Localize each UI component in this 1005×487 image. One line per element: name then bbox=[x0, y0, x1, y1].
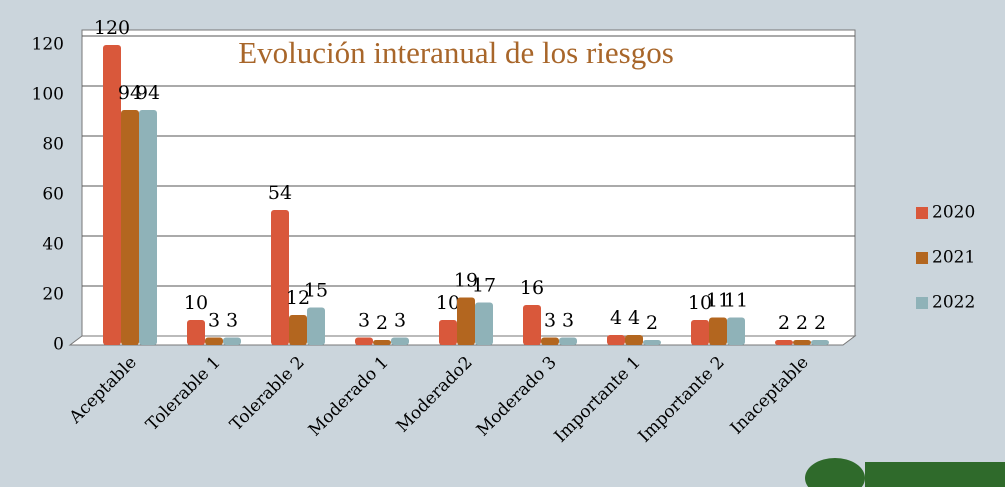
bar bbox=[475, 302, 493, 345]
data-label: 15 bbox=[304, 280, 328, 302]
data-label: 4 bbox=[610, 307, 622, 329]
data-label: 3 bbox=[358, 310, 370, 332]
bar bbox=[187, 320, 205, 345]
data-label: 54 bbox=[268, 182, 292, 204]
data-label: 120 bbox=[94, 17, 130, 39]
data-label: 2 bbox=[778, 312, 790, 334]
bar bbox=[307, 307, 325, 345]
bar bbox=[709, 317, 727, 345]
legend-swatch bbox=[916, 207, 928, 219]
data-label: 3 bbox=[562, 310, 574, 332]
bar bbox=[541, 337, 559, 345]
legend-label: 2021 bbox=[932, 248, 975, 268]
data-label: 2 bbox=[376, 312, 388, 334]
bar bbox=[625, 335, 643, 345]
data-label: 3 bbox=[226, 310, 238, 332]
bar bbox=[643, 340, 661, 345]
data-label: 17 bbox=[472, 275, 496, 297]
legend-swatch bbox=[916, 252, 928, 264]
bar bbox=[691, 320, 709, 345]
chart-title: Evolución interanual de los riesgos bbox=[238, 35, 674, 70]
data-label: 2 bbox=[796, 312, 808, 334]
y-tick-label: 40 bbox=[42, 235, 64, 255]
bar bbox=[727, 317, 745, 345]
bar bbox=[391, 337, 409, 345]
data-label: 94 bbox=[118, 82, 142, 104]
data-label: 2 bbox=[814, 312, 826, 334]
y-tick-label: 80 bbox=[42, 135, 64, 155]
y-tick-label: 60 bbox=[42, 185, 64, 205]
plot-area bbox=[81, 29, 856, 337]
bar bbox=[205, 337, 223, 345]
bar bbox=[775, 340, 793, 345]
legend-label: 2022 bbox=[932, 293, 975, 313]
bar bbox=[457, 297, 475, 345]
data-label: 94 bbox=[136, 82, 160, 104]
data-label: 4 bbox=[628, 307, 640, 329]
bar bbox=[793, 340, 811, 345]
bar bbox=[607, 335, 625, 345]
data-label: 11 bbox=[724, 290, 748, 312]
legend-swatch bbox=[916, 297, 928, 309]
y-tick-label: 0 bbox=[53, 335, 64, 355]
bar bbox=[121, 110, 139, 345]
data-label: 10 bbox=[436, 292, 460, 314]
data-label: 3 bbox=[544, 310, 556, 332]
data-label: 19 bbox=[454, 270, 478, 292]
bar bbox=[223, 337, 241, 345]
data-label: 3 bbox=[394, 310, 406, 332]
data-label: 2 bbox=[646, 312, 658, 334]
bar bbox=[559, 337, 577, 345]
bar bbox=[103, 45, 121, 345]
bar bbox=[355, 337, 373, 345]
bar bbox=[439, 320, 457, 345]
y-tick-label: 20 bbox=[42, 285, 64, 305]
y-tick-label: 100 bbox=[32, 85, 64, 105]
data-label: 12 bbox=[286, 287, 310, 309]
data-label: 10 bbox=[688, 292, 712, 314]
bar bbox=[289, 315, 307, 345]
y-tick-label: 120 bbox=[32, 35, 64, 55]
bar bbox=[523, 305, 541, 345]
bar bbox=[373, 340, 391, 345]
bar bbox=[811, 340, 829, 345]
logo bbox=[805, 458, 1005, 487]
data-label: 3 bbox=[208, 310, 220, 332]
data-label: 16 bbox=[520, 277, 544, 299]
data-label: 10 bbox=[184, 292, 208, 314]
data-label: 11 bbox=[706, 290, 730, 312]
bar bbox=[271, 210, 289, 345]
legend-label: 2020 bbox=[932, 203, 975, 223]
bar bbox=[139, 110, 157, 345]
